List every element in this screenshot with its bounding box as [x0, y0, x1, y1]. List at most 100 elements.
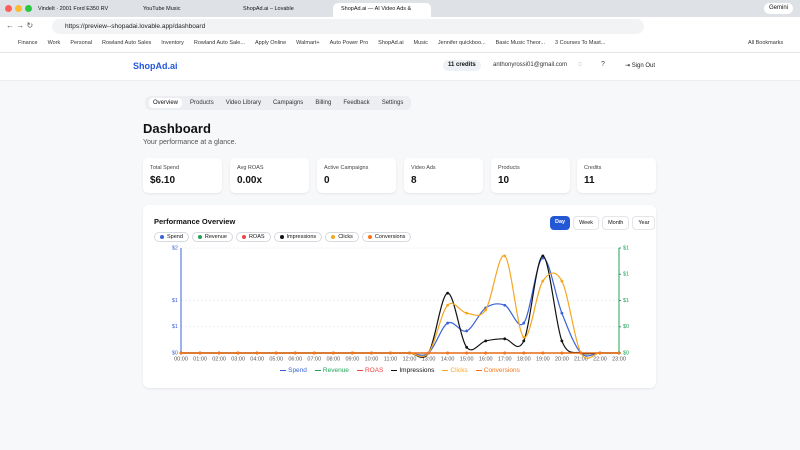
point	[503, 351, 507, 355]
stat-label: Active Campaigns	[324, 165, 369, 171]
bookmark[interactable]: Inventory	[161, 40, 184, 46]
point	[293, 351, 297, 355]
range-button[interactable]: Day	[550, 216, 571, 230]
point	[503, 254, 507, 258]
series-toggle[interactable]: Clicks	[325, 232, 359, 242]
bell-icon[interactable]: ◌	[578, 61, 583, 68]
nav-item[interactable]: Settings	[381, 100, 404, 106]
series-toggle[interactable]: Impressions	[273, 232, 323, 242]
legend-label: Clicks	[338, 234, 353, 240]
bookmarks: Finance Work Personal Rowland Auto Sales Inv…	[18, 40, 605, 46]
legend-label: Conversions	[483, 367, 520, 374]
bookmark[interactable]: Apply Online	[254, 40, 287, 46]
x-tick-label: 10:00	[365, 356, 379, 362]
point	[446, 321, 450, 325]
series-toggle[interactable]: Conversions	[361, 232, 412, 242]
x-tick-label: 15:00	[460, 356, 474, 362]
stat-label: Video Ads	[411, 165, 436, 171]
tab[interactable]: Vindelt · 2001 Ford E350 RV	[38, 6, 109, 12]
nav-item[interactable]: Products	[190, 100, 214, 106]
legend-label: Revenue	[322, 367, 349, 374]
zoom-button[interactable]	[25, 5, 32, 12]
stat-label: Products	[498, 165, 520, 171]
point	[503, 337, 507, 341]
close-button[interactable]	[5, 5, 12, 12]
stat-label: Total Spend	[150, 165, 180, 171]
tab[interactable]: ShopAd.ai – Lovable	[243, 6, 294, 12]
x-tick-label: 02:00	[212, 356, 226, 362]
page-title: Dashboard	[143, 121, 211, 136]
bookmark[interactable]: Walmart+	[296, 40, 320, 46]
bookmark[interactable]: Auto Power Pro	[329, 40, 369, 46]
bookmark[interactable]: Personal	[70, 40, 93, 46]
series-toggle[interactable]: Revenue	[191, 232, 233, 242]
legend-dot	[331, 235, 336, 239]
x-tick-label: 06:00	[288, 356, 302, 362]
point	[503, 303, 507, 307]
x-tick-label: 05:00	[269, 356, 283, 362]
legend-dot	[160, 235, 164, 239]
legend-swatch	[391, 369, 398, 372]
stat-value: $6.10	[150, 175, 176, 186]
tab[interactable]: YouTube Music	[143, 6, 181, 12]
stat-card: Active Campaigns 0	[317, 158, 396, 193]
point	[541, 279, 545, 283]
bookmark[interactable]: Basic Music Theor...	[495, 40, 546, 46]
nav-item[interactable]: Billing	[315, 100, 332, 106]
range-button[interactable]: Year	[632, 216, 656, 230]
x-tick-label: 04:00	[250, 356, 264, 362]
x-tick-label: 08:00	[326, 356, 340, 362]
all-bookmarks[interactable]: All Bookmarks	[748, 40, 784, 46]
bookmark[interactable]: Finance	[18, 40, 38, 46]
y2-tick-label: $0	[623, 324, 629, 330]
point	[179, 351, 183, 355]
x-tick-label: 07:00	[307, 356, 321, 362]
point	[312, 351, 316, 355]
series-toggle[interactable]: ROAS	[235, 232, 271, 242]
url-bar[interactable]	[52, 19, 644, 34]
stat-card: Credits 11	[577, 158, 656, 193]
x-tick-label: 13:00	[422, 356, 436, 362]
legend-label: ROAS	[364, 367, 384, 374]
help-icon[interactable]: ?	[601, 61, 605, 68]
series-toggle[interactable]: Spend	[154, 232, 189, 242]
point	[446, 351, 450, 355]
legend-label: Clicks	[450, 367, 468, 374]
logo[interactable]: ShopAd.ai	[133, 61, 178, 71]
x-tick-label: 09:00	[346, 356, 360, 362]
point	[408, 351, 411, 355]
tab[interactable]: ShopAd.ai — AI Video Ads &	[333, 3, 431, 17]
bookmark[interactable]: ShopAd.ai	[378, 40, 404, 46]
point	[217, 351, 221, 355]
legend-label: Impressions	[286, 234, 317, 240]
nav-item[interactable]: Campaigns	[272, 100, 304, 106]
series-line	[181, 255, 619, 359]
nav-bar: Overview Products Video Library Campaigns Bi…	[145, 96, 412, 110]
nav-item[interactable]: Video Library	[225, 100, 261, 106]
legend-dot	[197, 235, 202, 239]
x-tick-label: 01:00	[193, 356, 207, 362]
bookmarks-bar	[0, 36, 800, 53]
bookmark[interactable]: Jennifer quickboo...	[437, 40, 486, 46]
range-button[interactable]: Month	[602, 216, 630, 230]
bookmark[interactable]: Work	[47, 40, 61, 46]
nav-arrows[interactable]: ← → ↻	[6, 21, 34, 30]
bookmark[interactable]: Rowland Auto Sale...	[193, 40, 245, 46]
nav-item[interactable]: Overview	[149, 98, 183, 108]
point	[389, 351, 392, 355]
bookmark[interactable]: Music	[413, 40, 428, 46]
app-header	[0, 53, 800, 81]
x-tick-label: 12:00	[403, 356, 417, 362]
point	[465, 311, 469, 315]
credits-pill[interactable]: 11 credits	[443, 60, 481, 71]
gemini-button[interactable]: Gemini	[764, 3, 794, 14]
legend-dot	[241, 235, 246, 239]
bookmark[interactable]: Rowland Auto Sales	[102, 40, 152, 46]
minimize-button[interactable]	[15, 5, 22, 12]
sign-out[interactable]: ⇥ Sign Out	[625, 63, 656, 69]
x-tick-label: 21:00	[574, 356, 588, 362]
range-button[interactable]: Week	[573, 216, 600, 230]
nav-item[interactable]: Feedback	[343, 100, 370, 106]
bookmark[interactable]: 3 Courses To Mast...	[555, 40, 606, 46]
